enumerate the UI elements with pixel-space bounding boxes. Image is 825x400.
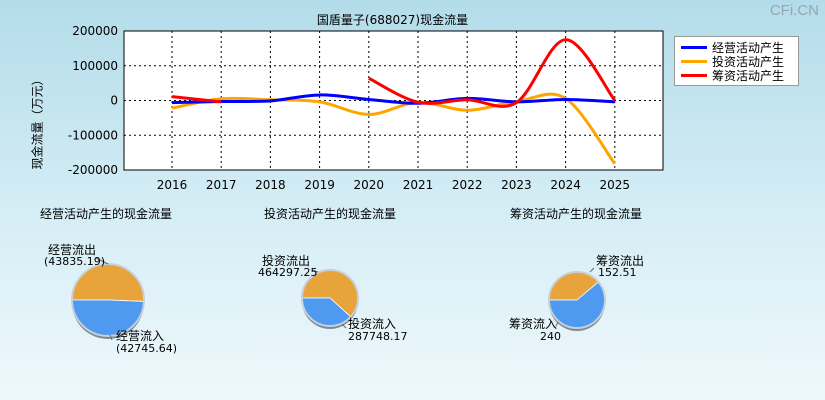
pie-border [301,269,359,327]
line-chart-title: 国盾量子(688027)现金流量 [316,13,469,27]
pie-outflow-label-value: (43835.19) [44,255,105,268]
x-tick-label: 2019 [304,178,335,192]
pie-title-investing: 投资活动产生的现金流量 [264,207,397,221]
y-tick-label: 100000 [72,59,118,73]
pie-leader-line [589,267,595,273]
pie-title-operating: 经营活动产生的现金流量 [40,207,173,221]
legend: 经营活动产生 投资活动产生 筹资活动产生 [674,36,799,86]
series-line-1 [171,92,617,165]
pie-leader-line [109,334,113,341]
y-tick-label: 200000 [72,24,118,38]
pie-slice [71,263,145,302]
pie-leader-line [555,321,559,327]
pie-outflow-label: 筹资流出 [596,254,644,268]
pie-border [548,271,606,329]
x-tick-label: 2020 [354,178,385,192]
series-line-2 [171,95,222,104]
legend-swatch-financing [681,73,707,77]
legend-swatch-investing [681,59,707,63]
watermark: CFi.CN [769,2,819,19]
x-tick-label: 2017 [206,178,237,192]
legend-item-financing: 筹资活动产生 [681,68,798,83]
pie-leader-line [341,323,347,329]
pie-outflow-label-value: 152.51 [598,266,637,279]
pie-title-financing: 筹资活动产生的现金流量 [510,207,643,221]
x-tick-label: 2023 [501,178,532,192]
legend-item-investing: 投资活动产生 [681,54,798,69]
y-tick-label: 0 [110,94,118,108]
pie-inflow-label-value: (42745.64) [116,342,177,355]
x-tick-label: 2024 [550,178,581,192]
pie-outflow-label-value: 464297.25 [258,266,318,279]
legend-swatch-operating [681,45,707,49]
legend-item-operating: 经营活动产生 [681,40,798,55]
pie-inflow-label-value: 240 [540,330,561,343]
pie-outflow-label: 投资流出 [262,253,310,268]
pie-inflow-label: 经营流入 [116,329,164,343]
x-tick-label: 2025 [600,178,631,192]
legend-label-investing: 投资活动产生 [712,54,785,69]
legend-label-operating: 经营活动产生 [712,40,785,55]
series-line-2 [368,38,617,108]
y-tick-label: -100000 [68,128,118,142]
x-tick-label: 2022 [452,178,483,192]
pie-leader-line [95,257,109,265]
pie-inflow-label: 投资流入 [348,316,396,331]
y-tick-label: -200000 [68,163,118,177]
x-tick-label: 2018 [255,178,286,192]
x-tick-label: 2016 [157,178,188,192]
series-line-0 [171,93,615,105]
pie-inflow-label: 筹资流入 [509,317,557,331]
pie-outflow-label: 经营流出 [48,243,96,257]
pie-leader-line [311,269,319,273]
pie-inflow-label-value: 287748.17 [348,330,408,343]
legend-label-financing: 筹资活动产生 [712,68,785,83]
x-tick-label: 2021 [403,178,434,192]
